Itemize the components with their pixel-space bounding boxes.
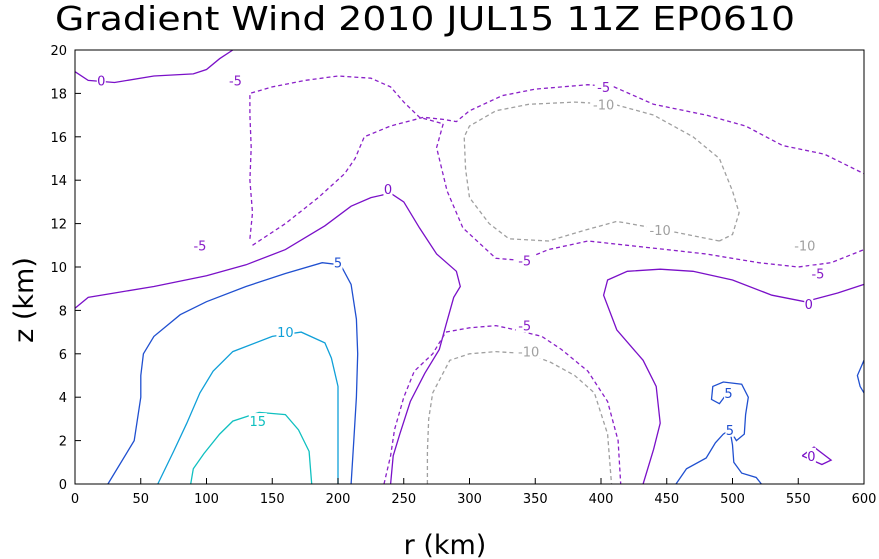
x-tick-label: 300 [457,492,482,507]
contour-5-label: 5 [726,424,734,439]
contour-minus-5-line [252,84,865,246]
contour-minus-10-line [463,101,740,242]
contour-minus-5-label-bg [226,72,245,88]
contour-0-label-bg [96,72,106,88]
contour-minus-5-label-bg [515,317,534,333]
contour-0-label-bg [806,447,816,463]
y-tick-label: 0 [59,478,67,493]
x-tick-label: 0 [71,492,79,507]
contour-minus-10-label-bg [646,222,674,238]
y-tick-label: 20 [50,44,67,59]
x-tick-label: 150 [260,492,285,507]
x-tick-label: 550 [786,492,811,507]
contour-minus-10-label: -10 [518,346,539,361]
contour-minus-5-line [249,75,444,239]
contour-minus-5-label: -5 [518,320,531,335]
contour-0-line [74,49,234,84]
contour-minus-10-label: -10 [794,239,815,254]
y-tick-label: 18 [50,87,67,102]
x-tick-label: 100 [194,492,219,507]
contour-minus-10-label-bg [590,96,618,112]
y-tick-label: 6 [59,348,67,363]
contour-5-label: 5 [724,387,732,402]
contour-15-label: 15 [250,415,267,430]
contour-10-label-bg [276,324,295,340]
contour-minus-5-label: -5 [597,81,610,96]
contour-labels: 0 0 0 0 -5 -5 -5 -5 -5 -5 -10 -10 -10 -10 5 5 5 10 15 [96,72,827,465]
contour-minus-10-label: -10 [593,98,614,113]
contour-minus-5-label-bg [808,265,827,281]
contour-0-label: 0 [384,183,392,198]
y-tick-label: 8 [59,304,67,319]
x-tick-label: 450 [654,492,679,507]
contour-minus-10-label-bg [791,237,819,253]
contour-minus-10-label-bg [515,343,543,359]
x-axis: 0 50 100 150 200 250 300 350 400 450 500 550 600 [71,478,877,507]
contour-15-label-bg [248,413,267,429]
contour-minus-5-label: -5 [229,74,242,89]
contour-5-label-bg [725,421,735,437]
contour-minus-5-label: -5 [811,268,824,283]
x-tick-label: 50 [132,492,149,507]
y-axis-label: z (km) [9,257,40,343]
contour-minus-10-label: -10 [650,224,671,239]
contour-5-line [675,428,762,485]
x-tick-label: 500 [720,492,745,507]
contour-0-label-bg [383,180,393,196]
contour-5-line [856,360,865,394]
x-tick-label: 350 [523,492,548,507]
contour-minus-5-label-bg [190,237,209,253]
contour-minus-10-line [426,350,613,485]
contour-5-label-bg [724,384,734,400]
contour-0-line [602,268,865,485]
y-tick-label: 14 [50,174,67,189]
y-tick-label: 2 [59,435,67,450]
contour-minus-5-label-bg [515,252,534,268]
contour-5-label: 5 [334,257,342,272]
contour-minus-5-line [383,324,622,485]
contour-minus-5-line [435,123,865,268]
contour-minus-5-label: -5 [518,254,531,269]
y-tick-label: 10 [50,261,67,276]
contour-minus-5-label-bg [594,78,613,94]
contour-15-line [190,411,313,485]
contour-0-label-bg [804,295,814,311]
contour-5-label-bg [333,254,343,270]
contour-minus-5-label: -5 [193,239,206,254]
contour-0-label: 0 [805,298,813,313]
contour-5-line [710,381,749,442]
x-tick-label: 600 [852,492,877,507]
x-axis-label: r (km) [404,530,487,559]
contour-5-line [107,262,359,485]
y-tick-label: 12 [50,218,67,233]
y-tick-label: 4 [59,391,67,406]
contour-0-label: 0 [807,450,815,465]
x-tick-label: 250 [391,492,416,507]
y-tick-label: 16 [50,131,67,146]
contour-lines [74,49,865,485]
contour-10-label: 10 [277,326,294,341]
chart-title: Gradient Wind 2010 JUL15 11Z EP0610 [55,0,795,38]
x-tick-label: 400 [589,492,614,507]
contour-10-line [157,331,339,485]
x-tick-label: 200 [326,492,351,507]
contour-0-label: 0 [97,74,105,89]
y-axis: 0 2 4 6 8 10 12 14 16 18 20 [50,44,81,493]
contour-0-line [74,192,461,485]
